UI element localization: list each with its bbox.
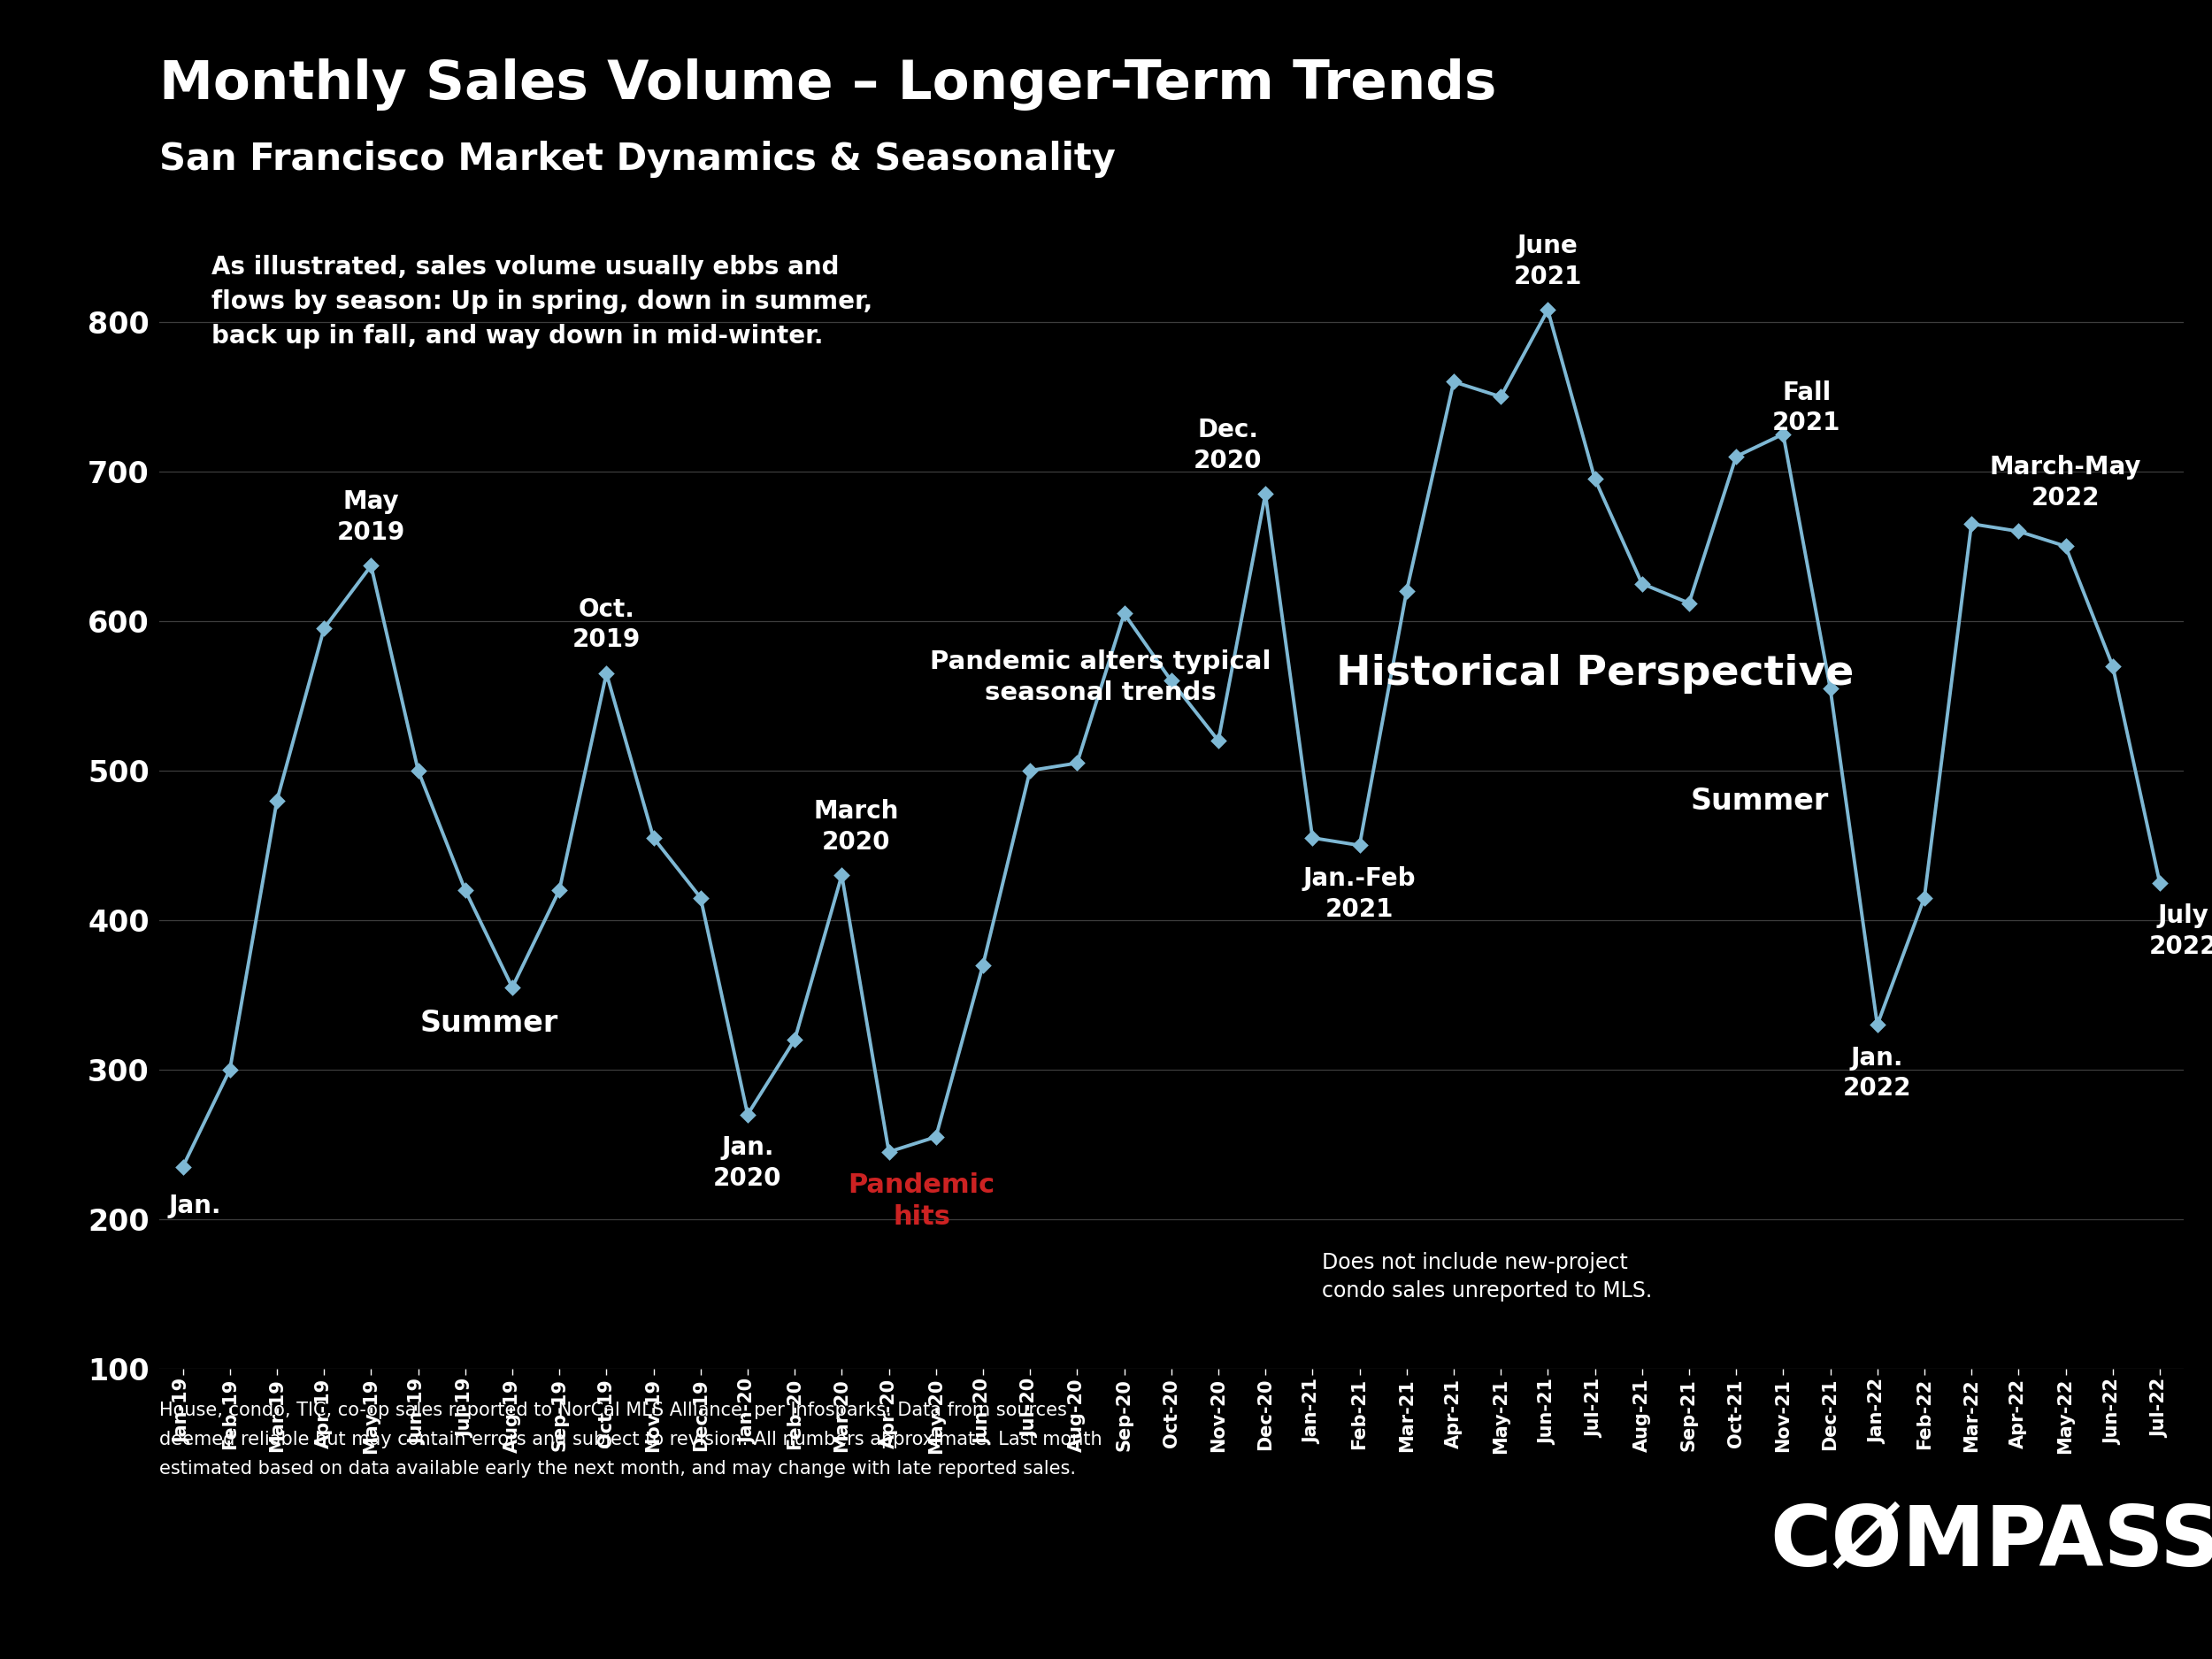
Point <box>964 952 1000 979</box>
Text: Oct.
2019: Oct. 2019 <box>573 597 641 652</box>
Point <box>1907 884 1942 911</box>
Point <box>825 863 860 889</box>
Point <box>1248 481 1283 508</box>
Point <box>1482 383 1517 410</box>
Text: July
2022: July 2022 <box>2150 904 2212 959</box>
Point <box>2095 652 2130 679</box>
Text: Pandemic alters typical
seasonal trends: Pandemic alters typical seasonal trends <box>929 649 1272 705</box>
Text: Summer: Summer <box>1690 786 1829 816</box>
Text: May
2019: May 2019 <box>336 489 405 544</box>
Text: June
2021: June 2021 <box>1513 234 1582 289</box>
Text: San Francisco Market Dynamics & Seasonality: San Francisco Market Dynamics & Seasonal… <box>159 141 1115 178</box>
Text: As illustrated, sales volume usually ebbs and
flows by season: Up in spring, dow: As illustrated, sales volume usually ebb… <box>210 255 872 348</box>
Text: Jan.: Jan. <box>168 1194 221 1218</box>
Point <box>588 660 624 687</box>
Text: House, condo, TIC, co-op sales reported to NorCal MLS Alliance, per Infosparks. : House, condo, TIC, co-op sales reported … <box>159 1402 1102 1478</box>
Point <box>305 615 341 642</box>
Point <box>1343 833 1378 859</box>
Point <box>684 884 719 911</box>
Text: Fall
2021: Fall 2021 <box>1772 380 1840 436</box>
Point <box>1013 757 1048 783</box>
Point <box>918 1123 953 1150</box>
Text: Jan.
2020: Jan. 2020 <box>712 1135 781 1191</box>
Point <box>2141 869 2177 896</box>
Point <box>212 1057 248 1083</box>
Text: Historical Perspective: Historical Perspective <box>1336 654 1854 693</box>
Text: Dec.
2020: Dec. 2020 <box>1194 418 1263 473</box>
Point <box>2048 533 2084 559</box>
Point <box>1294 825 1329 851</box>
Point <box>1719 443 1754 469</box>
Point <box>1577 466 1613 493</box>
Point <box>730 1102 765 1128</box>
Text: Monthly Sales Volume – Longer-Term Trends: Monthly Sales Volume – Longer-Term Trend… <box>159 58 1498 109</box>
Point <box>354 552 389 579</box>
Point <box>400 757 436 783</box>
Point <box>1106 601 1141 627</box>
Point <box>1624 571 1659 597</box>
Point <box>447 878 482 904</box>
Text: March
2020: March 2020 <box>814 800 898 854</box>
Point <box>776 1027 812 1053</box>
Text: Jan.-Feb
2021: Jan.-Feb 2021 <box>1303 866 1416 922</box>
Point <box>2002 518 2037 544</box>
Point <box>1765 421 1801 448</box>
Point <box>1155 667 1190 693</box>
Text: CØMPASS: CØMPASS <box>1770 1501 2212 1584</box>
Point <box>1060 750 1095 776</box>
Point <box>1436 368 1471 395</box>
Point <box>1953 511 1989 538</box>
Point <box>1672 591 1708 617</box>
Text: Pandemic
hits: Pandemic hits <box>847 1173 995 1231</box>
Point <box>1860 1012 1896 1039</box>
Text: Does not include new-project
condo sales unreported to MLS.: Does not include new-project condo sales… <box>1323 1253 1652 1301</box>
Point <box>1201 727 1237 753</box>
Point <box>635 825 670 851</box>
Point <box>495 974 531 1000</box>
Point <box>259 786 294 813</box>
Point <box>1389 577 1425 604</box>
Text: Summer: Summer <box>420 1009 557 1037</box>
Point <box>872 1138 907 1165</box>
Point <box>1812 675 1847 702</box>
Point <box>542 878 577 904</box>
Text: Jan.
2022: Jan. 2022 <box>1843 1045 1911 1102</box>
Text: March-May
2022: March-May 2022 <box>1991 455 2141 511</box>
Point <box>166 1153 201 1180</box>
Point <box>1531 297 1566 324</box>
